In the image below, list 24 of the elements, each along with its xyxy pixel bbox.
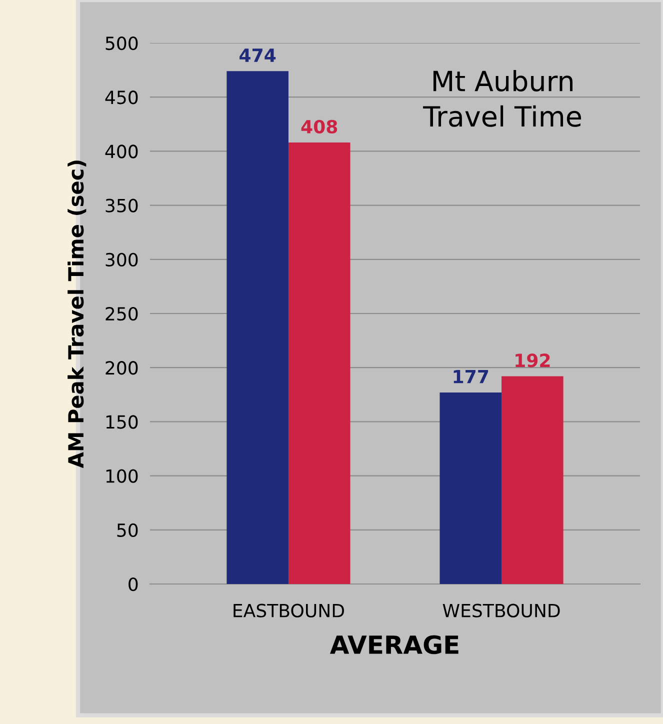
text: Mt Auburn Travel Time: [423, 70, 581, 127]
data-label: 474: [240, 48, 276, 62]
y-tick-label: 50: [117, 523, 138, 538]
y-tick-label: 200: [106, 361, 138, 375]
y-tick-label: 150: [106, 415, 138, 429]
y-tick-label: 100: [106, 469, 138, 483]
bar: [440, 392, 502, 584]
y-axis-title: AM Peak Travel Time (sec): [68, 160, 86, 468]
bar: [226, 71, 288, 584]
x-tick-label: WESTBOUND: [442, 604, 560, 618]
y-tick-label: 0: [128, 577, 138, 592]
bar: [288, 142, 350, 584]
y-tick-label: 300: [106, 252, 138, 267]
data-label: 192: [516, 354, 550, 368]
data-label: 408: [301, 120, 338, 134]
x-axis-title: AVERAGE: [330, 635, 458, 654]
y-tick-label: 450: [105, 90, 138, 104]
y-tick-label: 350: [106, 198, 138, 212]
data-label: 177: [454, 370, 488, 384]
y-tick-label: 400: [105, 144, 138, 158]
y-tick-label: 250: [106, 306, 138, 321]
bar: [502, 376, 564, 584]
x-tick-label: EASTBOUND: [234, 604, 344, 618]
y-tick-label: 500: [106, 36, 138, 50]
